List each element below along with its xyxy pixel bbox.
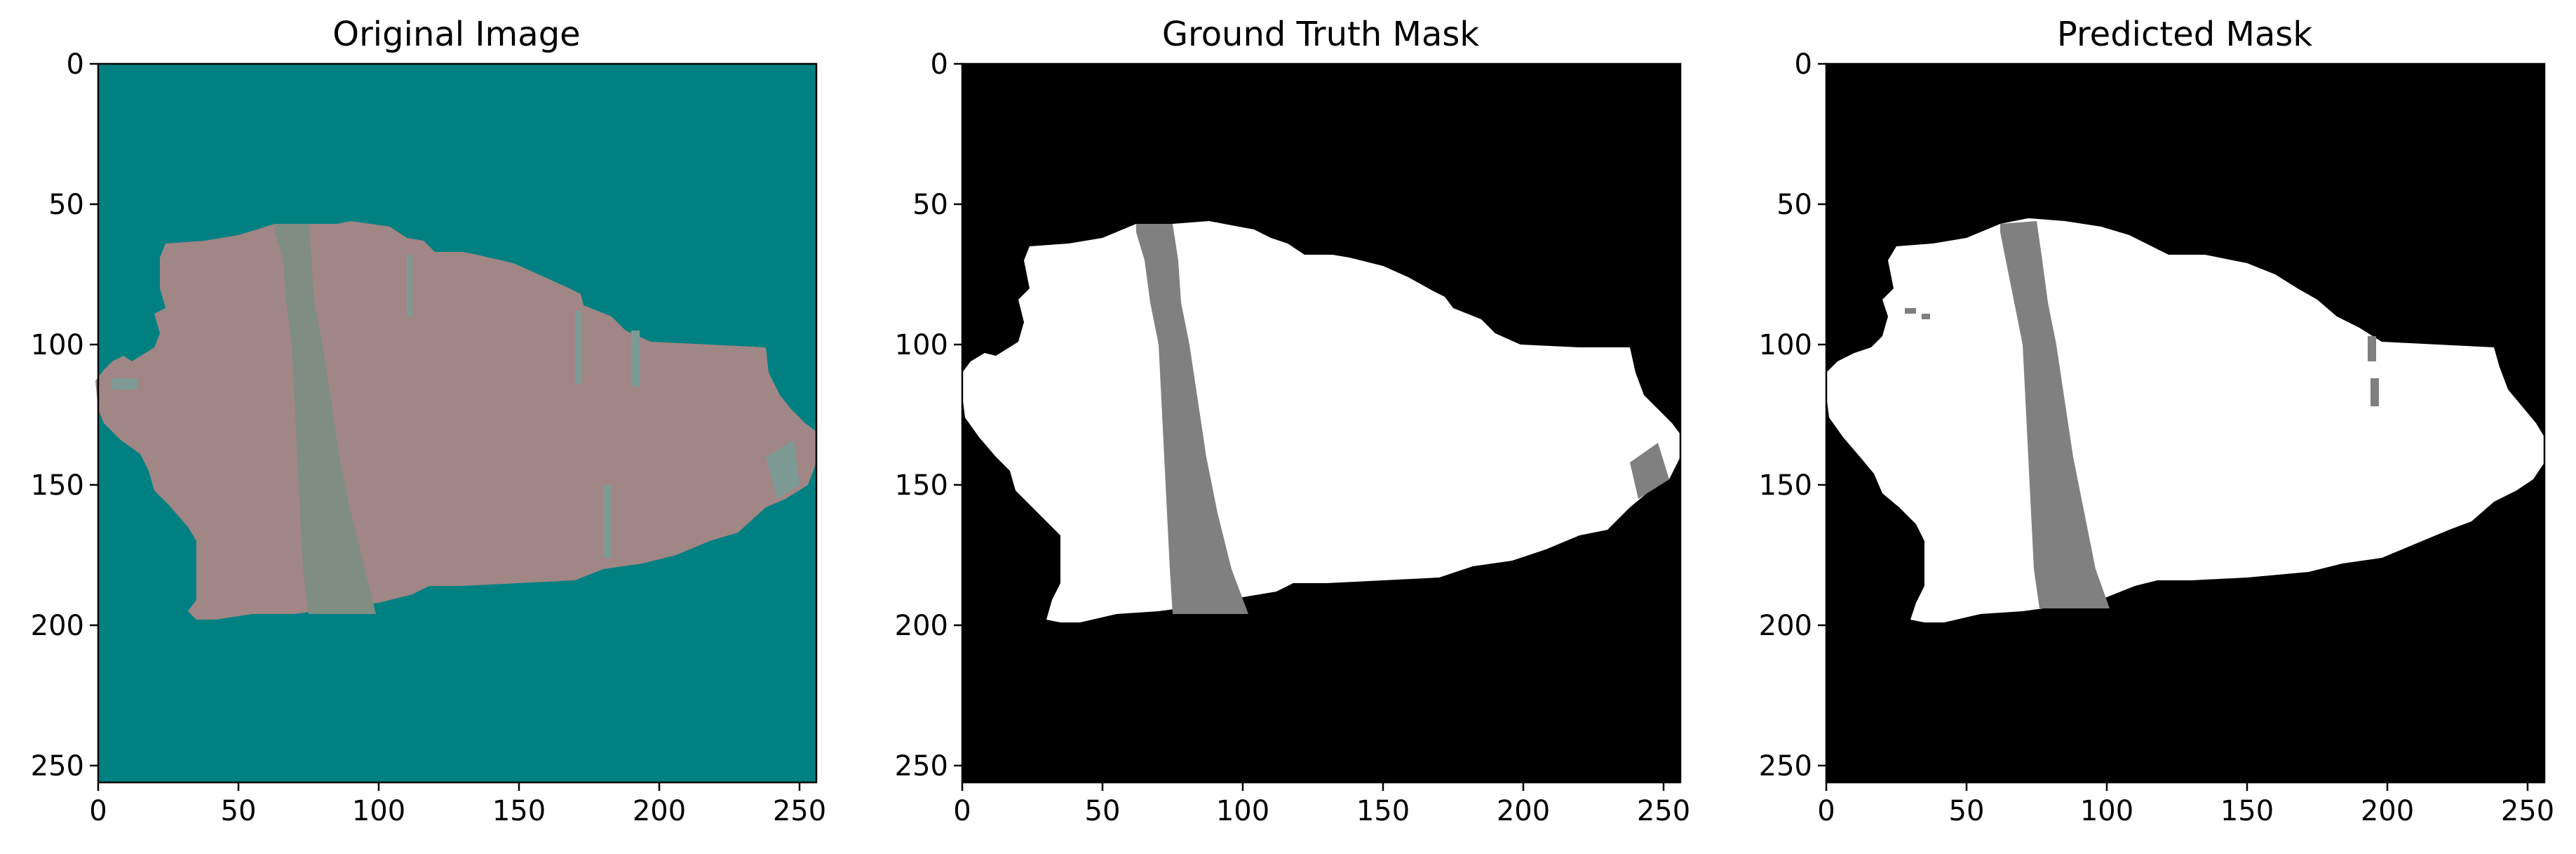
x-tick-label: 0 bbox=[953, 795, 971, 827]
y-tick-label: 50 bbox=[912, 189, 948, 221]
band-region bbox=[2000, 221, 2110, 608]
y-tick-label: 0 bbox=[67, 48, 84, 81]
mark-region bbox=[766, 440, 800, 499]
axes-frame bbox=[97, 62, 818, 784]
tissue-region bbox=[962, 221, 1680, 622]
panel-title: Ground Truth Mask bbox=[1162, 15, 1480, 54]
panel-title: Predicted Mask bbox=[2057, 15, 2312, 54]
y-tick-label: 200 bbox=[895, 610, 948, 642]
mark-region bbox=[2368, 336, 2376, 361]
mark-region bbox=[1905, 308, 1916, 314]
x-tick-label: 100 bbox=[2080, 795, 2133, 827]
mark-region bbox=[603, 485, 612, 558]
tissue-region bbox=[95, 221, 816, 620]
mark-region bbox=[575, 311, 581, 384]
x-tick-label: 200 bbox=[1497, 795, 1550, 827]
mark-region bbox=[112, 378, 137, 389]
y-tick-label: 50 bbox=[1776, 189, 1812, 221]
axes-frame bbox=[961, 62, 1682, 784]
x-tick-label: 250 bbox=[2501, 795, 2554, 827]
y-tick-label: 0 bbox=[1795, 48, 1812, 81]
y-tick-label: 150 bbox=[31, 469, 84, 502]
axes-frame bbox=[1825, 62, 2546, 784]
x-tick-label: 100 bbox=[352, 795, 405, 827]
x-tick-label: 50 bbox=[1949, 795, 1985, 827]
y-tick-label: 0 bbox=[931, 48, 948, 81]
y-tick-label: 50 bbox=[48, 189, 84, 221]
mark-region bbox=[2371, 378, 2379, 406]
x-tick-label: 0 bbox=[89, 795, 107, 827]
y-tick-label: 200 bbox=[31, 610, 84, 642]
mark-region bbox=[1630, 443, 1669, 499]
y-tick-label: 100 bbox=[1759, 329, 1812, 361]
image-area bbox=[95, 64, 816, 782]
x-tick-label: 50 bbox=[1085, 795, 1121, 827]
panel-title: Original Image bbox=[332, 15, 580, 54]
x-tick-label: 200 bbox=[2361, 795, 2414, 827]
panel-original-image: Original Image 0 50 100 150 200 2500501001502… bbox=[31, 15, 827, 827]
y-tick-label: 150 bbox=[1759, 469, 1812, 502]
y-tick-label: 100 bbox=[31, 329, 84, 361]
panel-predicted-mask: Predicted Mask 0 50 100 150 200 2500501001502… bbox=[1759, 15, 2555, 827]
tissue-region bbox=[1826, 218, 2544, 622]
image-area bbox=[962, 64, 1680, 782]
x-tick-label: 100 bbox=[1216, 795, 1269, 827]
x-tick-label: 0 bbox=[1817, 795, 1835, 827]
image-area bbox=[1826, 64, 2544, 782]
band-region bbox=[1136, 224, 1248, 614]
x-tick-label: 150 bbox=[492, 795, 546, 827]
mark-region bbox=[1922, 314, 1930, 319]
x-tick-label: 250 bbox=[1637, 795, 1690, 827]
y-tick-label: 150 bbox=[895, 469, 948, 502]
y-tick-label: 100 bbox=[895, 329, 948, 361]
y-tick-label: 250 bbox=[895, 750, 948, 782]
panel-ground-truth-mask: Ground Truth Mask 0 50 100 150 200 2500501001… bbox=[895, 15, 1691, 827]
y-tick-label: 250 bbox=[31, 750, 84, 782]
y-tick-label: 200 bbox=[1759, 610, 1812, 642]
mark-region bbox=[631, 331, 640, 387]
x-tick-label: 150 bbox=[1356, 795, 1410, 827]
y-tick-label: 250 bbox=[1759, 750, 1812, 782]
band-region bbox=[275, 224, 376, 614]
x-tick-label: 200 bbox=[633, 795, 686, 827]
x-tick-label: 50 bbox=[221, 795, 257, 827]
x-tick-label: 250 bbox=[773, 795, 826, 827]
mark-region bbox=[407, 255, 412, 316]
x-tick-label: 150 bbox=[2220, 795, 2274, 827]
